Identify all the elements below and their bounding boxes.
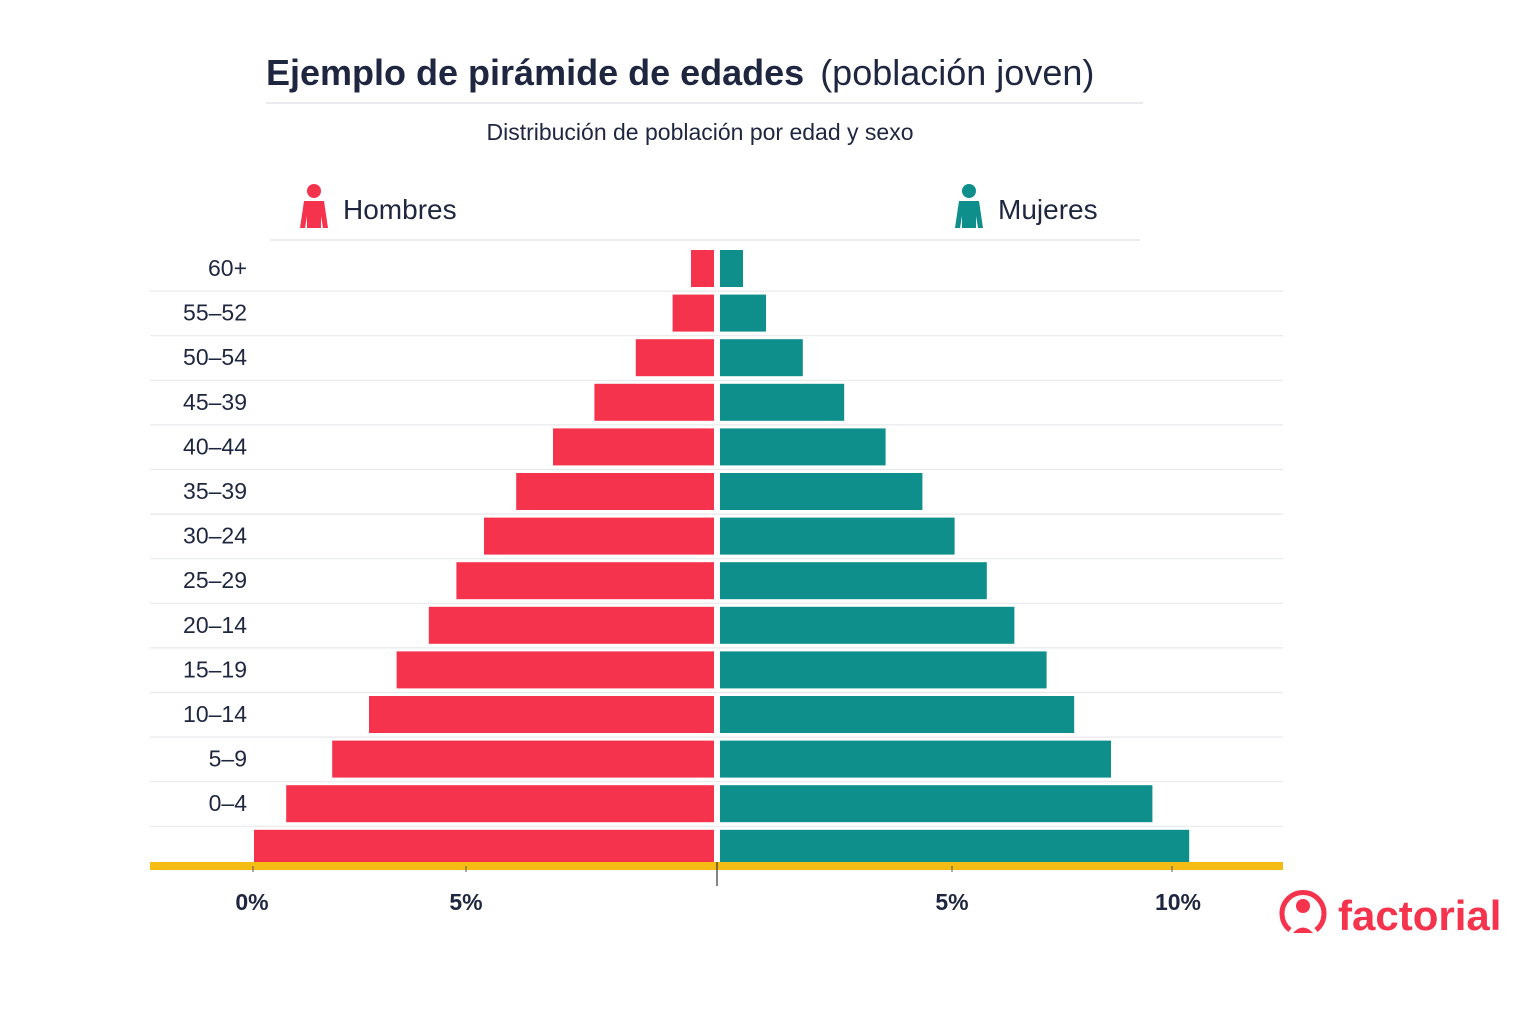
bar-hombres — [516, 473, 714, 510]
bar-hombres — [396, 651, 714, 689]
bar-hombres — [332, 740, 714, 778]
bar-hombres — [635, 339, 714, 377]
x-ticks: 0% 5% 5% 10% — [235, 866, 1201, 915]
legend-label-hombres: Hombres — [343, 194, 457, 225]
legend-label-mujeres: Mujeres — [998, 194, 1098, 225]
bar-mujeres — [720, 740, 1111, 778]
bar-mujeres — [720, 383, 845, 421]
bar-mujeres — [720, 250, 743, 287]
bar-mujeres — [720, 606, 1015, 644]
x-tick-label: 10% — [1155, 889, 1201, 915]
age-label: 45–39 — [183, 389, 247, 415]
x-tick-label: 5% — [449, 889, 482, 915]
factorial-logo-text: factorial — [1338, 892, 1501, 939]
age-labels: 60+ 55–52 50–54 45–39 40–44 35–39 30–24 25–29 20… — [183, 255, 247, 816]
chart-title-main: Ejemplo de pirámide de edades — [266, 52, 804, 93]
bar-mujeres — [720, 651, 1047, 689]
bar-mujeres — [720, 517, 955, 555]
age-label: 5–9 — [209, 746, 247, 772]
bar-hombres — [691, 250, 714, 287]
bar-mujeres — [720, 785, 1153, 823]
bar-hombres — [456, 562, 714, 600]
age-label: 20–14 — [183, 612, 247, 638]
age-label: 25–29 — [183, 567, 247, 593]
bar-hombres — [369, 696, 714, 733]
chart-subtitle: Distribución de población por edad y sex… — [486, 119, 913, 145]
age-label: 50–54 — [183, 344, 247, 370]
legend-hombres: Hombres — [300, 184, 457, 228]
bar-mujeres — [720, 294, 766, 332]
bar-hombres — [254, 829, 714, 867]
gridlines — [150, 290, 1283, 827]
bar-mujeres — [720, 428, 886, 466]
person-icon — [300, 184, 328, 228]
bar-hombres — [286, 785, 714, 823]
age-label: 0–4 — [209, 790, 248, 816]
chart-title: Ejemplo de pirámide de edades (población… — [266, 52, 1094, 93]
factorial-logo: factorial — [1279, 890, 1501, 939]
person-icon — [955, 184, 983, 228]
age-label: 40–44 — [183, 433, 247, 459]
x-tick-label: 0% — [235, 889, 268, 915]
bar-mujeres — [720, 562, 987, 600]
factorial-logo-icon — [1279, 890, 1327, 933]
legend-mujeres: Mujeres — [955, 184, 1098, 228]
bar-mujeres — [720, 696, 1075, 733]
bar-hombres — [672, 294, 714, 332]
age-label: 35–39 — [183, 478, 247, 504]
age-label: 10–14 — [183, 701, 247, 727]
bar-hombres — [594, 383, 714, 421]
age-label: 15–19 — [183, 656, 247, 682]
age-label: 55–52 — [183, 300, 247, 326]
x-tick-label: 5% — [935, 889, 968, 915]
bar-hombres — [484, 517, 714, 555]
age-label: 30–24 — [183, 523, 247, 549]
bar-hombres — [428, 606, 714, 644]
bar-hombres — [553, 428, 714, 466]
chart-title-suffix: (población joven) — [820, 52, 1094, 93]
bar-mujeres — [720, 473, 923, 510]
bar-mujeres — [720, 829, 1190, 867]
age-label: 60+ — [208, 255, 247, 281]
bars — [254, 250, 1190, 867]
bar-mujeres — [720, 339, 803, 377]
